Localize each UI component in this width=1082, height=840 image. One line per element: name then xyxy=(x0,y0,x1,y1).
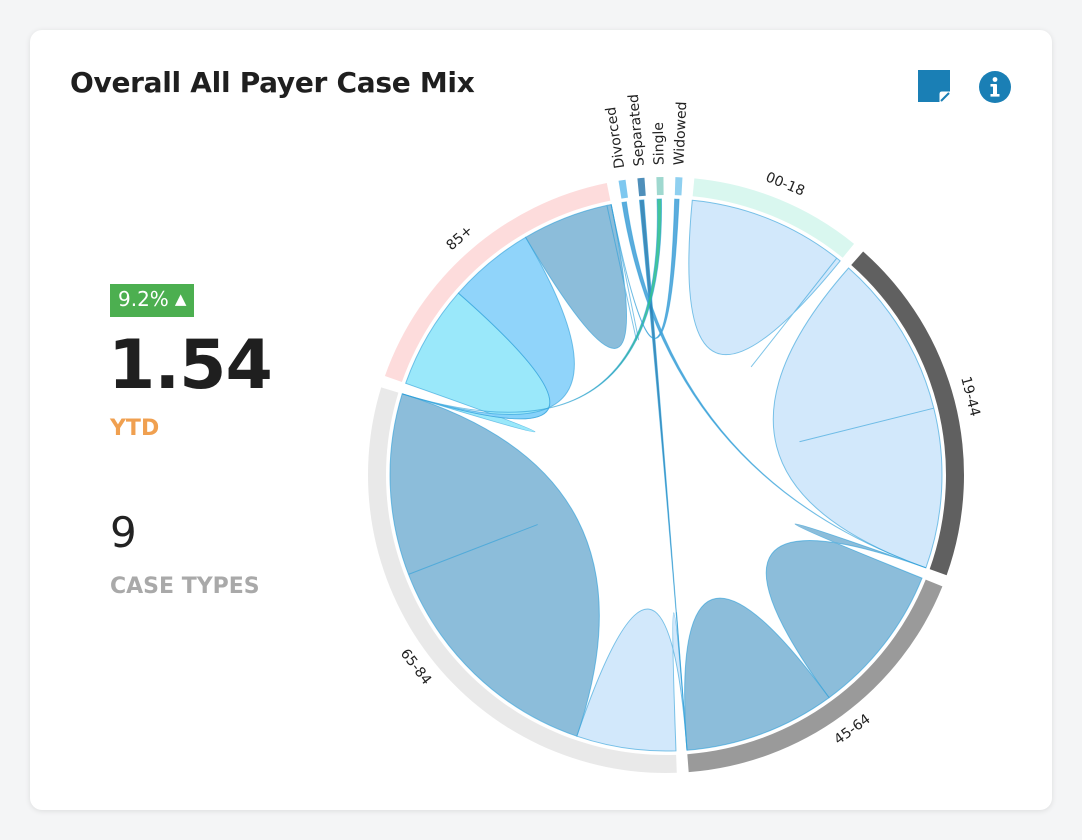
arc-Divorced[interactable] xyxy=(618,179,628,199)
arc-19-44[interactable] xyxy=(851,251,964,576)
change-value: 9.2% xyxy=(118,287,169,311)
group-label-19-44: 19-44 xyxy=(957,375,983,418)
arc-Separated[interactable] xyxy=(637,177,646,197)
ribbon-45-64-65-84[interactable] xyxy=(576,608,688,752)
ribbon-Widowed-85+[interactable] xyxy=(610,198,680,339)
arrow-up-icon: ▲ xyxy=(174,290,187,308)
case-type-count: 9 xyxy=(110,508,137,557)
ribbon-00-18-00-18[interactable] xyxy=(688,199,841,368)
group-label-Separated: Separated xyxy=(626,93,648,166)
sticky-note-icon[interactable] xyxy=(918,70,950,102)
ribbon-Separated-45-64[interactable] xyxy=(638,199,688,751)
case-mix-card: Overall All Payer Case Mix 9.2% ▲ 1.54 YT… xyxy=(30,30,1052,810)
arc-00-18[interactable] xyxy=(692,178,855,258)
ribbon-19-44-45-64[interactable] xyxy=(765,523,927,699)
case-type-label: CASE TYPES xyxy=(110,574,260,599)
kpi-value: 1.54 xyxy=(108,326,273,405)
ribbons-layer xyxy=(389,198,943,752)
ribbon-Single-65-84[interactable] xyxy=(402,198,662,413)
group-label-Widowed: Widowed xyxy=(671,101,690,165)
group-label-Divorced: Divorced xyxy=(603,106,628,170)
arc-Widowed[interactable] xyxy=(674,177,683,196)
ribbon-65-84-65-84[interactable] xyxy=(389,393,600,737)
group-label-85+: 85+ xyxy=(443,222,476,253)
info-icon[interactable] xyxy=(978,70,1012,104)
group-label-Single: Single xyxy=(651,122,668,165)
change-badge: 9.2% ▲ xyxy=(110,284,195,317)
period-label: YTD xyxy=(110,416,160,441)
arc-45-64[interactable] xyxy=(687,579,943,773)
arc-85+[interactable] xyxy=(384,182,611,382)
card-title: Overall All Payer Case Mix xyxy=(70,66,475,99)
arc-Single[interactable] xyxy=(656,177,664,196)
ribbon-85+-85+[interactable] xyxy=(524,203,637,349)
ribbon-19-44-19-44[interactable] xyxy=(772,267,943,569)
group-label-00-18: 00-18 xyxy=(763,169,807,199)
ribbon-Divorced-19-44[interactable] xyxy=(621,201,927,569)
arcs-layer xyxy=(367,177,964,773)
